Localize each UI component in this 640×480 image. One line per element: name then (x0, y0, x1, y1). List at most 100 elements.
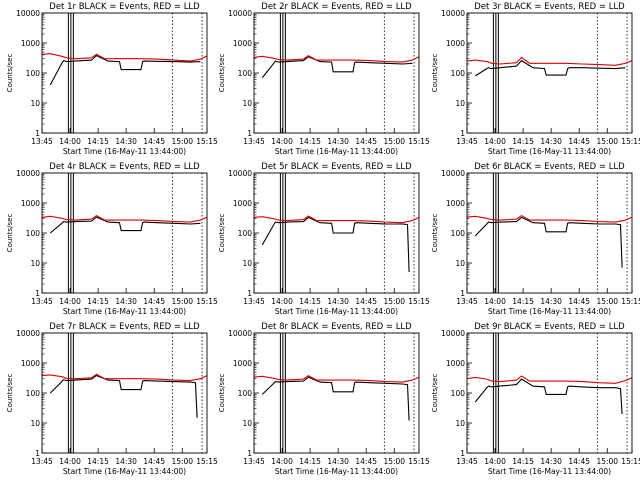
x-axis-label: Start Time (16-May-11 13:44:00) (488, 147, 611, 156)
plot-frame (253, 12, 420, 134)
series-line-lld (253, 215, 420, 224)
series-line-events (261, 56, 413, 78)
y-tick-label: 100 (238, 69, 253, 78)
x-tick-label: 14:30 (115, 137, 137, 146)
panel-9: Det 9r BLACK = Events, RED = LLD 1 10 100 10… (431, 322, 640, 476)
x-tick-label: 15:00 (383, 297, 405, 306)
x-tick-label: 14:30 (327, 297, 349, 306)
y-axis-label: Counts/sec (218, 374, 226, 413)
y-tick-label: 10 (30, 419, 40, 428)
y-tick-label: 1 (247, 129, 252, 138)
y-tick-label: 100 (451, 229, 466, 238)
y-tick-label: 1000 (233, 359, 252, 368)
x-axis-label: Start Time (16-May-11 13:44:00) (488, 307, 611, 316)
y-axis-label: Counts/sec (431, 214, 439, 253)
x-tick-label: 15:00 (383, 457, 405, 466)
x-tick-label: 14:45 (143, 137, 165, 146)
x-tick-label: 15:15 (621, 137, 640, 146)
x-tick-label: 14:45 (143, 457, 165, 466)
x-tick-label: 13:45 (456, 297, 478, 306)
y-tick-label: 1000 (21, 359, 40, 368)
panel-8: Det 8r BLACK = Events, RED = LLD 1 10 100 10… (218, 322, 430, 476)
series-line-lld (466, 56, 633, 66)
y-tick-label: 1 (460, 449, 465, 458)
y-tick-label: 10 (30, 99, 40, 108)
x-axis-label: Start Time (16-May-11 13:44:00) (63, 147, 186, 156)
x-tick-label: 14:30 (327, 457, 349, 466)
x-tick-label: 15:00 (596, 137, 618, 146)
x-tick-label: 14:00 (59, 137, 81, 146)
x-tick-label: 15:15 (196, 297, 218, 306)
series-line-events (261, 376, 410, 421)
plot-frame (253, 172, 420, 294)
y-tick-label: 10000 (441, 329, 465, 338)
x-tick-label: 14:15 (87, 297, 109, 306)
y-tick-label: 1 (35, 449, 40, 458)
x-tick-label: 13:45 (31, 137, 53, 146)
x-axis-label: Start Time (16-May-11 13:44:00) (488, 467, 611, 476)
x-tick-label: 15:15 (408, 137, 430, 146)
y-axis-label: Counts/sec (218, 214, 226, 253)
y-tick-label: 1000 (21, 39, 40, 48)
x-axis-label: Start Time (16-May-11 13:44:00) (275, 147, 398, 156)
x-tick-label: 13:45 (456, 457, 478, 466)
x-tick-label: 14:00 (484, 297, 506, 306)
x-tick-label: 15:15 (621, 297, 640, 306)
series-line-lld (253, 54, 420, 63)
plot-frame (41, 172, 208, 294)
series-line-lld (253, 374, 420, 383)
y-tick-label: 10 (30, 259, 40, 268)
x-tick-label: 15:00 (596, 457, 618, 466)
y-tick-label: 1 (247, 449, 252, 458)
series-line-events (474, 378, 623, 415)
y-tick-label: 10000 (16, 9, 40, 18)
panel-5: Det 5r BLACK = Events, RED = LLD 1 10 100 10… (218, 162, 430, 316)
x-tick-label: 13:45 (243, 137, 265, 146)
y-tick-label: 1 (35, 289, 40, 298)
x-tick-label: 14:15 (299, 297, 321, 306)
panel-3: Det 3r BLACK = Events, RED = LLD 1 10 100 10… (431, 2, 640, 156)
x-tick-label: 15:15 (408, 297, 430, 306)
x-tick-label: 14:00 (271, 457, 293, 466)
y-tick-label: 100 (238, 389, 253, 398)
y-tick-label: 1000 (233, 39, 252, 48)
x-tick-label: 15:15 (621, 457, 640, 466)
y-tick-label: 1 (247, 289, 252, 298)
y-tick-label: 10000 (228, 329, 252, 338)
y-tick-label: 10000 (228, 9, 252, 18)
panel-title: Det 9r BLACK = Events, RED = LLD (474, 322, 625, 332)
x-tick-label: 14:45 (568, 137, 590, 146)
x-tick-label: 14:45 (355, 297, 377, 306)
x-tick-label: 14:15 (299, 137, 321, 146)
y-tick-label: 1000 (446, 39, 465, 48)
panel-title: Det 2r BLACK = Events, RED = LLD (261, 2, 412, 12)
x-tick-label: 13:45 (31, 457, 53, 466)
x-tick-label: 14:30 (115, 297, 137, 306)
y-tick-label: 10 (455, 259, 465, 268)
panel-4: Det 4r BLACK = Events, RED = LLD 1 10 100 10… (6, 162, 218, 316)
plot-frame (41, 332, 208, 454)
x-tick-label: 14:15 (512, 297, 534, 306)
y-tick-label: 1000 (233, 199, 252, 208)
panel-6: Det 6r BLACK = Events, RED = LLD 1 10 100 10… (431, 162, 640, 316)
x-tick-label: 14:30 (540, 457, 562, 466)
y-tick-label: 10000 (16, 329, 40, 338)
x-tick-label: 14:15 (512, 137, 534, 146)
y-tick-label: 10000 (228, 169, 252, 178)
series-line-lld (466, 214, 633, 223)
x-tick-label: 15:00 (171, 137, 193, 146)
panel-title: Det 6r BLACK = Events, RED = LLD (474, 162, 625, 172)
x-tick-label: 14:45 (568, 297, 590, 306)
x-axis-label: Start Time (16-May-11 13:44:00) (63, 467, 186, 476)
y-tick-label: 100 (238, 229, 253, 238)
y-tick-label: 10 (242, 259, 252, 268)
x-tick-label: 15:00 (171, 297, 193, 306)
x-tick-label: 13:45 (31, 297, 53, 306)
panel-7: Det 7r BLACK = Events, RED = LLD 1 10 100 10… (6, 322, 218, 476)
x-tick-label: 15:00 (171, 457, 193, 466)
panel-2: Det 2r BLACK = Events, RED = LLD 1 10 100 10… (218, 2, 430, 156)
x-tick-label: 14:45 (355, 457, 377, 466)
y-tick-label: 100 (26, 389, 41, 398)
x-tick-label: 14:45 (568, 457, 590, 466)
